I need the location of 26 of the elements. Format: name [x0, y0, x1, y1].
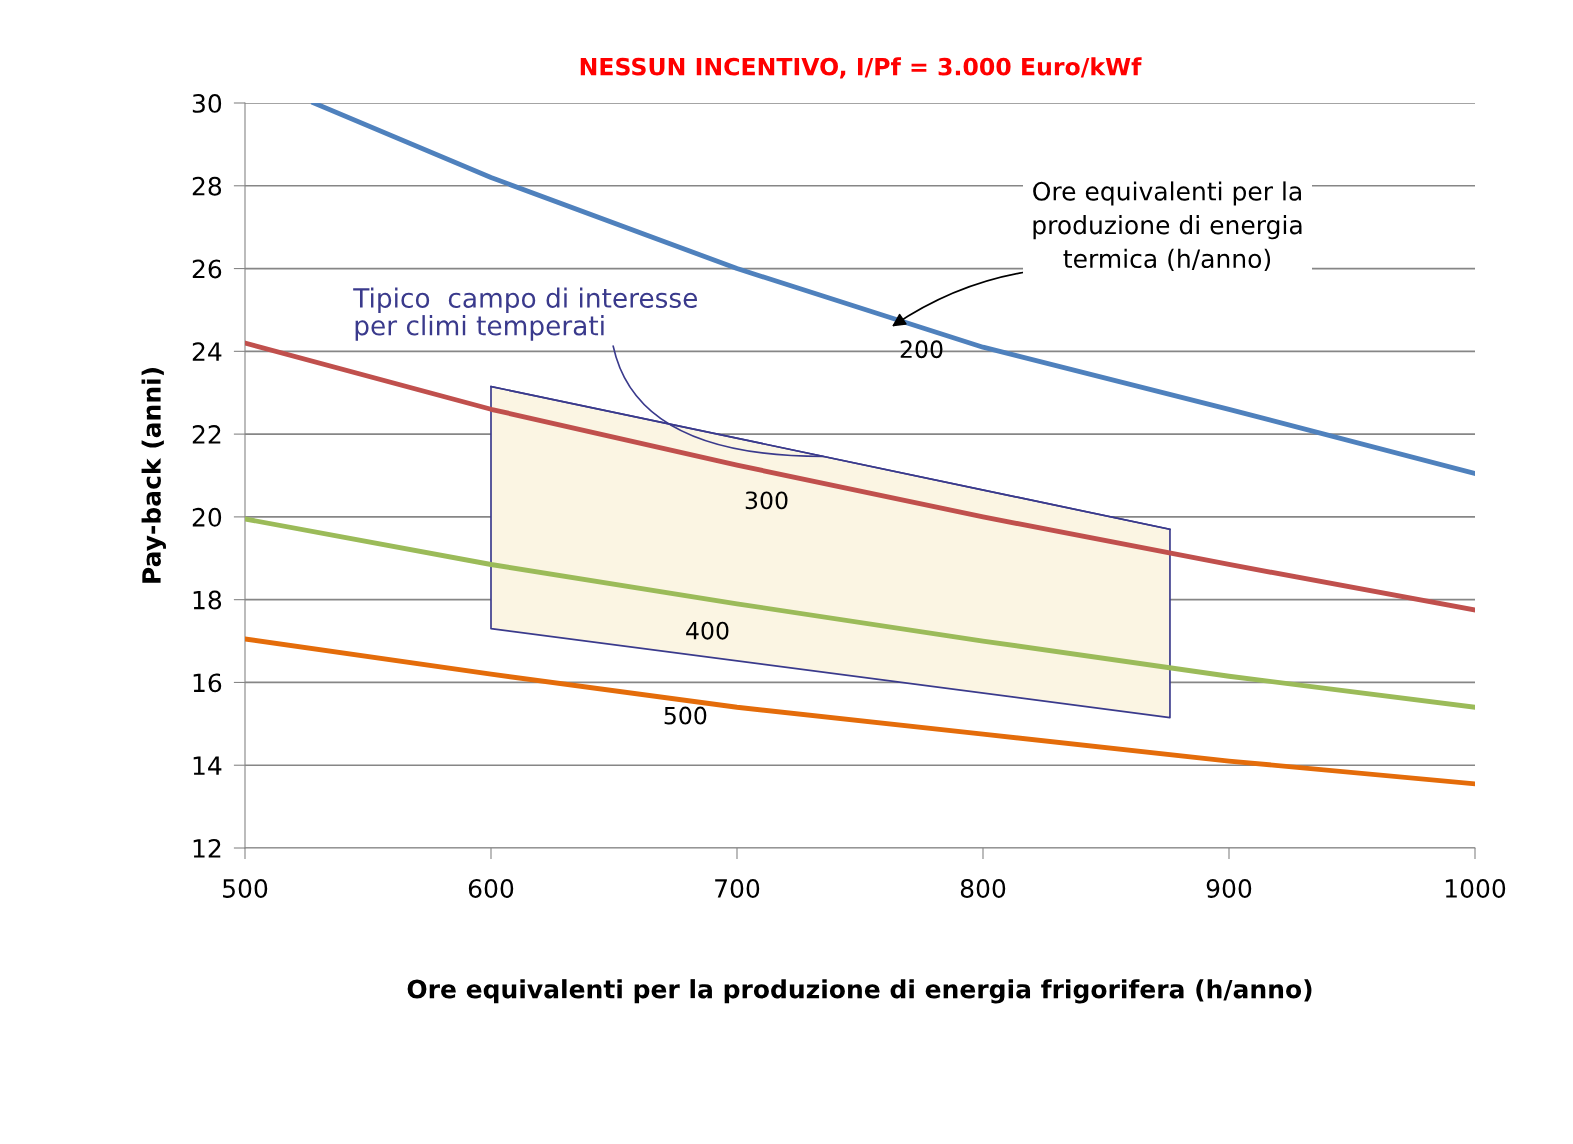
x-tick-label: 800	[960, 879, 1006, 898]
y-tick-label: 28	[192, 176, 222, 196]
annotation: Ore equivalenti per la produzione di energia termica (h/anno)	[1033, 181, 1302, 272]
x-tick-label: 1000	[1445, 879, 1506, 898]
x-tick-label: 900	[1206, 879, 1252, 898]
annotation: 500	[664, 706, 707, 725]
x-tick-label: 500	[223, 879, 268, 898]
y-tick-label: 16	[193, 673, 222, 693]
x-axis-title: Ore equivalenti per la produzione di energia frigorifera (h/anno)	[407, 979, 1312, 1004]
annotation: Tipico campo di interesse per climi temperati	[353, 287, 697, 341]
y-tick-label: 30	[192, 93, 222, 113]
y-axis-title: Pay-back (anni)	[141, 368, 166, 583]
y-tick-label: 24	[192, 342, 222, 361]
line-series	[311, 103, 1475, 476]
y-tick-label: 26	[192, 259, 222, 279]
y-tick-label: 12	[193, 838, 221, 858]
annotation: 400	[686, 621, 729, 640]
y-tick-label: 20	[192, 507, 222, 527]
x-tick-label: 700	[715, 879, 760, 898]
x-tick-label: 600	[468, 879, 514, 898]
chart-title: NESSUN INCENTIVO, I/Pf = 3.000 Euro/kWf	[580, 57, 1142, 79]
annotation: 200	[900, 340, 943, 359]
y-tick-label: 22	[192, 425, 221, 444]
annotation: 300	[745, 491, 788, 510]
y-tick-label: 18	[193, 590, 222, 610]
y-tick-label: 14	[193, 756, 222, 775]
